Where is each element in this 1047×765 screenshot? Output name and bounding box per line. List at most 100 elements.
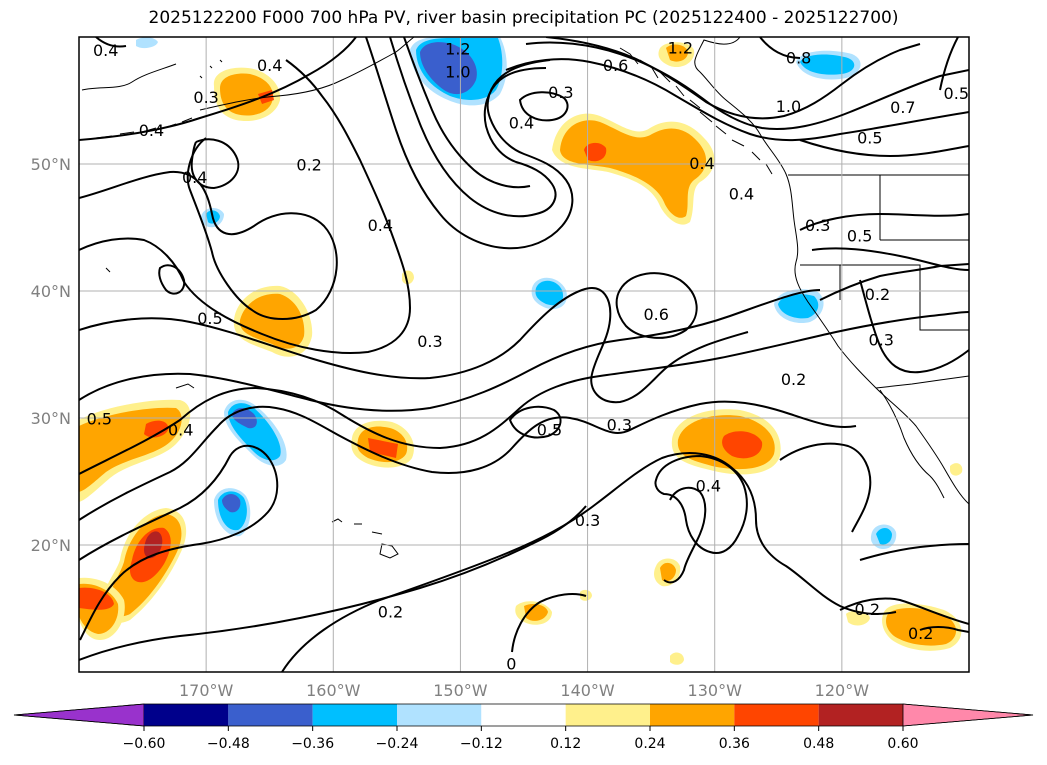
pv-contour [615,272,698,339]
contour-label-text: 0.7 [890,98,915,117]
lon-tick-label: 130°W [688,681,743,700]
precip-region-small-1-core [524,604,548,621]
contour-label: 0.4 [509,113,534,132]
precip-region-east-28n-peak [722,431,763,459]
axis-labels: 50°N 40°N 30°N 20°N 170°W 160°W 150°W 140°W 130°… [31,155,870,700]
colorbar-tick-label: 0.48 [803,736,834,752]
pv-contour [799,139,969,158]
coastline-alaska-peninsula [199,37,415,111]
contour-label-text: 0 [506,654,516,673]
colorbar-tick-label: 0.60 [887,736,918,752]
contour-label: 0.6 [644,305,669,324]
contour-label-text: 0.4 [729,184,754,203]
map-background [79,37,969,672]
pv-contour [403,37,531,189]
colorbar-swatch [734,704,819,726]
contour-label-text: 1.2 [445,40,470,59]
colorbar-swatch [818,704,903,726]
contour-label-text: 0.3 [805,216,830,235]
contour-label-text: 0.4 [696,477,721,496]
contour-label-text: 0.5 [944,84,969,103]
contour-label: 0.3 [869,331,894,350]
precip-region-neg-small-3 [136,37,158,49]
contour-label: 0.2 [855,600,880,619]
contour-label: 0.4 [93,41,118,60]
coastline-baja [879,389,945,499]
contour-label: 0.3 [805,216,830,235]
precip-region-ne-pacific-peak [584,142,607,162]
pv-contour [859,279,969,374]
lat-tick-label: 50°N [31,155,71,174]
contour-label-text: 0.8 [786,49,811,68]
pv-contour [365,37,574,250]
contour-label-text: 1.0 [776,97,801,116]
contour-label: 0.5 [857,129,882,148]
contour-label-text: 0.5 [537,421,562,440]
pv-contour [839,597,969,625]
pv-contour [663,486,707,584]
contour-label-text: 0.3 [417,332,442,351]
contour-label-text: 0.6 [603,56,628,75]
lon-tick-label: 140°W [560,681,615,700]
colorbar-swatch [228,704,313,726]
colorbar-swatch [650,704,735,726]
precip-region-small-7 [670,652,684,665]
contour-label-text: 0.2 [908,624,933,643]
lon-tick-label: 160°W [306,681,361,700]
contour-label: 0.5 [197,309,222,328]
contour-label-text: 0.5 [847,226,872,245]
contour-label-text: 0.5 [87,409,112,428]
contour-label: 0.3 [575,511,600,530]
pv-contour [389,37,557,218]
small-islands [105,59,223,389]
contour-label-text: 0.6 [644,305,669,324]
lon-tick-label: 120°W [815,681,870,700]
pv-contour [919,626,969,633]
colorbar-tick-label: 0.24 [634,736,665,752]
contour-label-text: 0.3 [193,88,218,107]
precip-region-neg-bc-core [800,54,855,75]
pv-contour [654,454,748,554]
contour-label-text: 1.2 [668,38,693,57]
map-title: 2025122200 F000 700 hPa PV, river basin … [148,8,899,28]
contour-label: 0.8 [786,49,811,68]
pv-contour [158,264,186,295]
contour-label: 0.4 [182,168,207,187]
colorbar-swatch [144,704,229,726]
contour-label: 0.5 [87,409,112,428]
contour-label: 1.2 [445,40,470,59]
precip-region-small-8 [950,463,963,476]
lat-tick-label: 20°N [31,536,71,555]
contour-label-text: 0.2 [865,285,890,304]
precip-region-small-4 [846,610,870,626]
contour-label-text: 0.2 [378,602,403,621]
pv-contour [190,138,240,190]
precip-region-gulf-alaska-neg-peak [420,42,477,95]
pv-contour [79,311,969,475]
lon-tick-label: 170°W [179,681,234,700]
colorbar-swatch [397,704,482,726]
contour-label: 0.4 [257,56,282,75]
colorbar-tick-label: 0.12 [550,736,581,752]
precip-region-small-2-core [660,562,676,582]
map-frame [78,36,970,673]
contour-label: 1.2 [668,38,693,57]
contour-label: 0.2 [908,624,933,643]
precip-region-small-3-core [666,44,688,62]
precip-region-east-13n-core [886,608,957,646]
contour-label-text: 0.2 [855,600,880,619]
precipitation-shading [79,37,963,665]
contour-label-text: 1.0 [445,63,470,82]
contour-label: 1.0 [445,63,470,82]
pv-contour [79,289,821,412]
colorbar-swatch [565,704,650,726]
contour-label-text: 0.4 [93,41,118,60]
pv-contour [545,37,921,120]
contour-label-text: 0.2 [781,370,806,389]
pv-contour [511,593,587,653]
contour-label: 0.4 [696,477,721,496]
contour-label: 0.3 [193,88,218,107]
contour-label: 0 [506,654,516,673]
contour-label-text: 0.4 [509,113,534,132]
